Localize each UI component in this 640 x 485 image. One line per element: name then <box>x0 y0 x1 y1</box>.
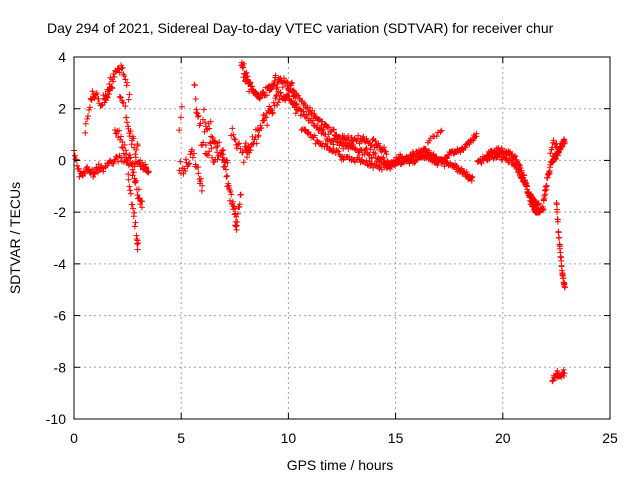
axes: 0 5 10 15 20 25 -10 -8 -6 -4 -2 0 2 4 <box>46 49 618 446</box>
x-tick-label: 15 <box>388 430 404 446</box>
y-tick-label: -6 <box>54 308 67 324</box>
x-axis-label: GPS time / hours <box>287 457 394 473</box>
chart-title: Day 294 of 2021, Sidereal Day-to-day VTE… <box>47 20 554 36</box>
y-tick-label: -4 <box>54 256 67 272</box>
plot-border <box>73 56 611 420</box>
y-tick-label: -2 <box>54 204 67 220</box>
y-axis-label: SDTVAR / TECUs <box>7 182 23 294</box>
grid-lines <box>74 57 610 419</box>
x-tick-label: 0 <box>70 430 78 446</box>
y-tick-label: -10 <box>46 411 66 427</box>
y-tick-label: 4 <box>58 49 66 65</box>
y-tick-label: 0 <box>58 152 66 168</box>
x-tick-label: 5 <box>177 430 185 446</box>
x-tick-label: 20 <box>495 430 511 446</box>
x-tick-label: 10 <box>281 430 297 446</box>
x-tick-label: 25 <box>602 430 618 446</box>
y-tick-label: 2 <box>58 101 66 117</box>
y-tick-label: -8 <box>54 359 67 375</box>
